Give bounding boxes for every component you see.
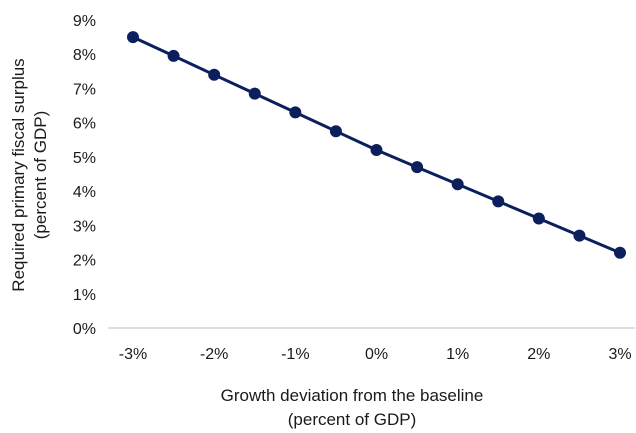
x-tick-label: 1% xyxy=(446,346,469,363)
data-point xyxy=(208,68,221,81)
data-point xyxy=(127,31,139,44)
y-tick-label: 5% xyxy=(73,150,96,167)
y-tick-label: 7% xyxy=(73,81,96,98)
data-point xyxy=(370,144,383,157)
y-tick-label: 2% xyxy=(73,253,96,270)
data-point xyxy=(573,229,586,242)
data-point xyxy=(532,212,545,225)
y-tick-label: 6% xyxy=(73,116,96,133)
data-point xyxy=(248,87,261,100)
x-tick-labels: -3% -2% -1% 0% 1% 2% 3% xyxy=(119,346,632,363)
y-axis-title-line-1: Required primary fiscal surplus xyxy=(9,58,28,291)
y-tick-label: 8% xyxy=(73,47,96,64)
y-tick-labels: 0% 1% 2% 3% 4% 5% 6% 7% 8% 9% xyxy=(73,13,96,338)
y-tick-label: 9% xyxy=(73,13,96,30)
data-point xyxy=(492,195,505,208)
x-tick-label: 0% xyxy=(365,346,388,363)
x-tick-label: -3% xyxy=(119,346,147,363)
x-axis-title-line-2: (percent of GDP) xyxy=(288,410,417,429)
y-tick-label: 3% xyxy=(73,218,96,235)
data-point xyxy=(411,161,424,174)
series-group xyxy=(127,31,626,259)
data-point xyxy=(167,49,180,62)
y-tick-label: 4% xyxy=(73,184,96,201)
x-tick-label: -2% xyxy=(200,346,228,363)
x-tick-label: 2% xyxy=(527,346,550,363)
y-tick-label: 0% xyxy=(73,321,96,338)
x-axis-title-line-1: Growth deviation from the baseline xyxy=(221,386,484,405)
x-tick-label: 3% xyxy=(608,346,631,363)
y-tick-label: 1% xyxy=(73,287,96,304)
x-tick-label: -1% xyxy=(281,346,309,363)
data-point xyxy=(329,125,342,138)
data-point xyxy=(451,178,464,191)
data-point xyxy=(289,106,302,119)
data-point xyxy=(614,246,626,259)
y-axis-title-line-2: (percent of GDP) xyxy=(31,111,50,240)
